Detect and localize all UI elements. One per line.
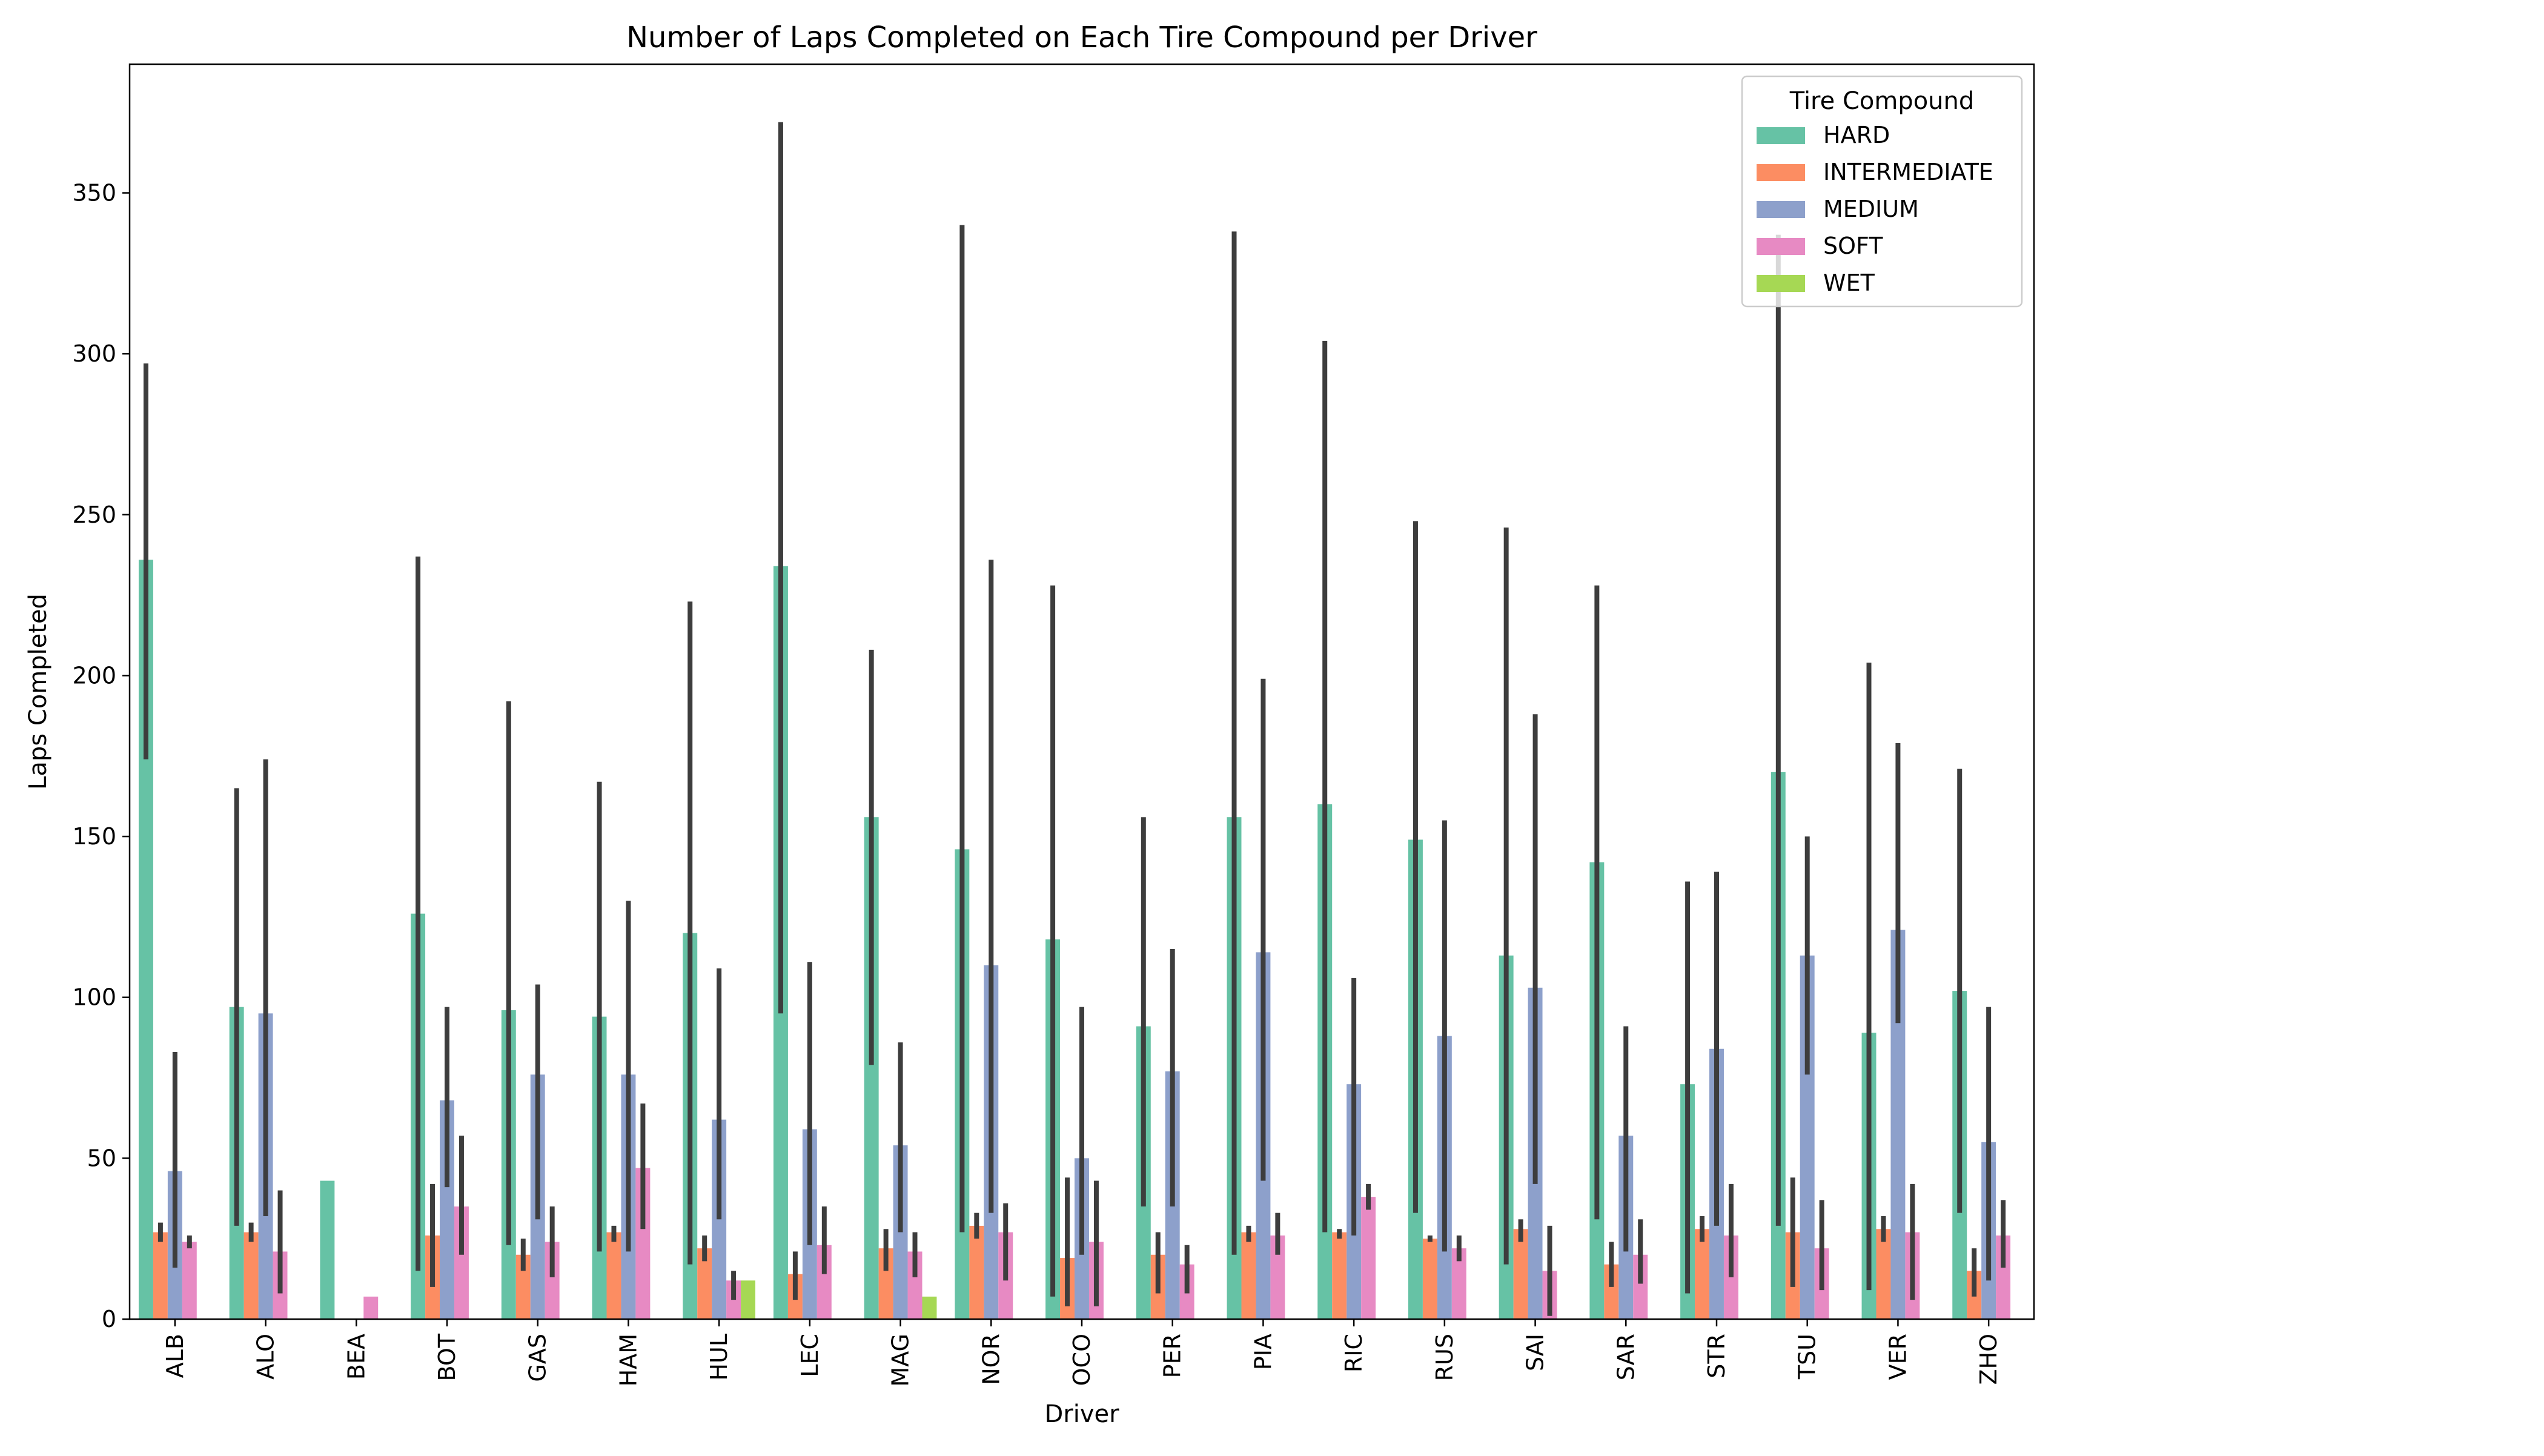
x-tick-label-mag: MAG xyxy=(887,1334,914,1387)
bar-intermediate-nor xyxy=(969,1225,984,1319)
bar-medium-mag xyxy=(893,1145,908,1319)
bar-soft-zho xyxy=(1996,1235,2011,1319)
bar-soft-lec xyxy=(817,1245,832,1319)
bar-intermediate-hul xyxy=(697,1248,712,1319)
x-tick-label-lec: LEC xyxy=(797,1334,823,1377)
y-tick-label: 300 xyxy=(72,340,116,367)
legend-label-soft: SOFT xyxy=(1823,233,1883,259)
y-tick-label: 350 xyxy=(72,180,116,207)
x-tick-label-alb: ALB xyxy=(162,1334,188,1378)
legend-swatch-hard xyxy=(1757,127,1805,144)
legend-swatch-medium xyxy=(1757,201,1805,218)
x-tick-label-bea: BEA xyxy=(343,1334,369,1380)
bar-soft-bea xyxy=(363,1296,379,1319)
bar-soft-ric xyxy=(1361,1197,1376,1319)
legend-label-intermediate: INTERMEDIATE xyxy=(1823,159,1993,185)
x-tick-label-pia: PIA xyxy=(1250,1334,1276,1370)
x-axis-label: Driver xyxy=(1044,1400,1119,1428)
bar-wet-hul xyxy=(741,1280,756,1319)
x-tick-label-ver: VER xyxy=(1884,1334,1911,1380)
x-tick-label-ric: RIC xyxy=(1340,1334,1367,1372)
bar-medium-hul xyxy=(712,1119,727,1319)
bar-soft-bot xyxy=(454,1206,469,1319)
x-tick-label-tsu: TSU xyxy=(1794,1334,1821,1380)
bar-intermediate-ric xyxy=(1332,1232,1347,1319)
legend-label-medium: MEDIUM xyxy=(1823,196,1919,222)
x-tick-label-hul: HUL xyxy=(706,1334,732,1381)
y-tick-label: 200 xyxy=(72,662,116,689)
y-axis-label: Laps Completed xyxy=(24,594,52,790)
x-tick-label-oco: OCO xyxy=(1068,1334,1095,1386)
bar-soft-str xyxy=(1723,1235,1738,1319)
legend-box xyxy=(1741,75,2023,308)
x-tick-label-nor: NOR xyxy=(978,1334,1004,1385)
y-tick-label: 150 xyxy=(72,823,116,850)
x-tick-label-gas: GAS xyxy=(525,1334,551,1382)
legend-swatch-soft xyxy=(1757,238,1805,255)
legend: Tire Compound HARD INTERMEDIATE MEDIUM SOFT W… xyxy=(1741,75,2023,308)
bar-intermediate-ham xyxy=(606,1232,621,1319)
legend-title: Tire Compound xyxy=(1789,87,1975,115)
axes-layer: 0 50 100 150 200 250 300 350 ALB ALO BEA BOT GAS HAM H… xyxy=(72,63,2035,1387)
legend-label-hard: HARD xyxy=(1823,122,1890,148)
bar-soft-alb xyxy=(182,1242,197,1319)
legend-label-wet: WET xyxy=(1823,270,1875,296)
bar-medium-bot xyxy=(440,1100,454,1319)
bar-intermediate-rus xyxy=(1422,1239,1437,1319)
bar-soft-gas xyxy=(545,1242,560,1319)
bar-intermediate-sai xyxy=(1513,1229,1528,1319)
x-tick-label-zho: ZHO xyxy=(1975,1334,2002,1385)
bar-intermediate-mag xyxy=(878,1248,893,1319)
bar-intermediate-gas xyxy=(515,1254,531,1319)
x-tick-label-per: PER xyxy=(1159,1334,1186,1378)
bar-intermediate-str xyxy=(1695,1229,1710,1319)
bar-intermediate-sar xyxy=(1604,1264,1619,1319)
bar-wet-mag xyxy=(922,1296,937,1319)
bar-intermediate-ver xyxy=(1876,1229,1891,1319)
legend-swatch-wet xyxy=(1757,275,1805,292)
bar-hard-mag xyxy=(864,817,879,1319)
y-tick-label: 50 xyxy=(87,1145,116,1171)
x-tick-label-alo: ALO xyxy=(253,1334,279,1380)
x-tick-label-ham: HAM xyxy=(615,1334,641,1386)
x-tick-label-rus: RUS xyxy=(1431,1334,1458,1381)
bar-soft-rus xyxy=(1451,1248,1466,1319)
bar-hard-alb xyxy=(138,560,153,1320)
bar-soft-pia xyxy=(1270,1235,1285,1319)
bar-medium-ver xyxy=(1890,930,1906,1319)
bar-hard-bea xyxy=(320,1180,335,1319)
bar-intermediate-alb xyxy=(153,1232,168,1319)
y-tick-label: 100 xyxy=(72,984,116,1011)
chart-title: Number of Laps Completed on Each Tire Co… xyxy=(626,21,1537,55)
x-tick-label-str: STR xyxy=(1703,1334,1730,1378)
x-tick-label-sai: SAI xyxy=(1522,1334,1549,1371)
bar-soft-mag xyxy=(907,1251,923,1319)
bar-soft-sar xyxy=(1633,1254,1648,1319)
legend-swatch-intermediate xyxy=(1757,164,1805,181)
y-tick-label: 0 xyxy=(102,1306,116,1332)
bar-intermediate-alo xyxy=(243,1232,259,1319)
y-tick-label: 250 xyxy=(72,501,116,528)
x-tick-label-bot: BOT xyxy=(434,1333,460,1381)
bar-intermediate-pia xyxy=(1241,1232,1256,1319)
x-tick-label-sar: SAR xyxy=(1612,1334,1639,1380)
bar-soft-ham xyxy=(635,1168,651,1319)
bar-medium-tsu xyxy=(1800,955,1815,1319)
bar-soft-hul xyxy=(726,1280,741,1319)
error-bars-layer xyxy=(143,122,2006,1316)
